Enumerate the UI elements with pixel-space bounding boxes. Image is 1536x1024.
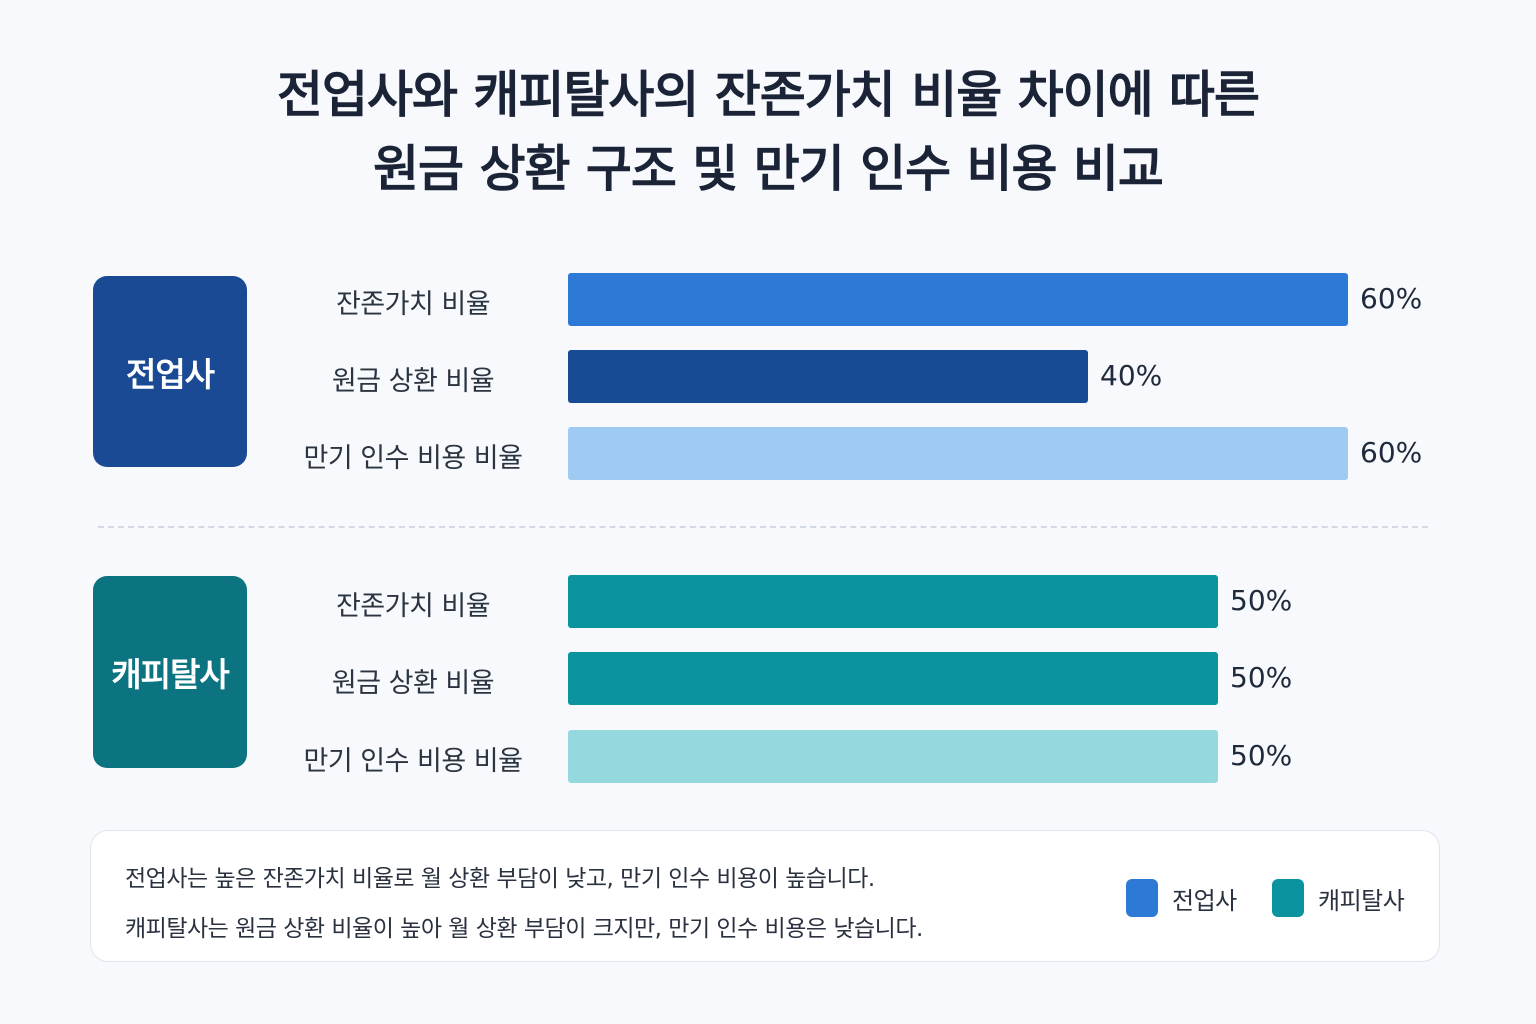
legend-item-jeonupsa: 전업사 — [1126, 879, 1237, 917]
category-label: 잔존가치 비율 — [335, 289, 491, 320]
bar-capital-0 — [568, 575, 1218, 628]
category-label: 잔존가치 비율 — [335, 591, 491, 622]
summary-note-box: 전업사는 높은 잔존가치 비율로 월 상환 부담이 낮고, 만기 인수 비용이 … — [90, 830, 1440, 962]
value-label: 50% — [1230, 661, 1293, 694]
summary-note-1: 전업사는 높은 잔존가치 비율로 월 상환 부담이 낮고, 만기 인수 비용이 … — [125, 866, 875, 892]
group-badge-capital: 캐피탈사 — [93, 576, 247, 768]
bar-capital-2 — [568, 730, 1218, 783]
bar-jeonupsa-1 — [568, 350, 1088, 403]
value-label: 60% — [1360, 436, 1423, 469]
category-label: 만기 인수 비용 비율 — [303, 443, 523, 474]
bar-jeonupsa-2 — [568, 427, 1348, 480]
value-label: 50% — [1230, 584, 1293, 617]
category-label: 원금 상환 비율 — [331, 668, 495, 699]
legend-label-jeonupsa: 전업사 — [1172, 886, 1237, 915]
chart-title: 전업사와 캐피탈사의 잔존가치 비율 차이에 따른 원금 상환 구조 및 만기 … — [0, 58, 1536, 206]
summary-note-2: 캐피탈사는 원금 상환 비율이 높아 월 상환 부담이 크지만, 만기 인수 비… — [125, 916, 923, 942]
bar-jeonupsa-0 — [568, 273, 1348, 326]
legend-swatch-capital — [1272, 879, 1304, 917]
value-label: 40% — [1100, 359, 1163, 392]
value-label: 50% — [1230, 739, 1293, 772]
legend-label-capital: 캐피탈사 — [1318, 886, 1405, 915]
category-label: 만기 인수 비용 비율 — [303, 746, 523, 777]
chart-title-line-1: 전업사와 캐피탈사의 잔존가치 비율 차이에 따른 — [276, 66, 1260, 124]
bar-capital-1 — [568, 652, 1218, 705]
chart-title-line-2: 원금 상환 구조 및 만기 인수 비용 비교 — [373, 140, 1164, 198]
group-divider — [98, 526, 1428, 528]
category-label: 원금 상환 비율 — [331, 366, 495, 397]
legend-swatch-jeonupsa — [1126, 879, 1158, 917]
group-badge-jeonupsa: 전업사 — [93, 276, 247, 467]
value-label: 60% — [1360, 282, 1423, 315]
legend-item-capital: 캐피탈사 — [1272, 879, 1405, 917]
